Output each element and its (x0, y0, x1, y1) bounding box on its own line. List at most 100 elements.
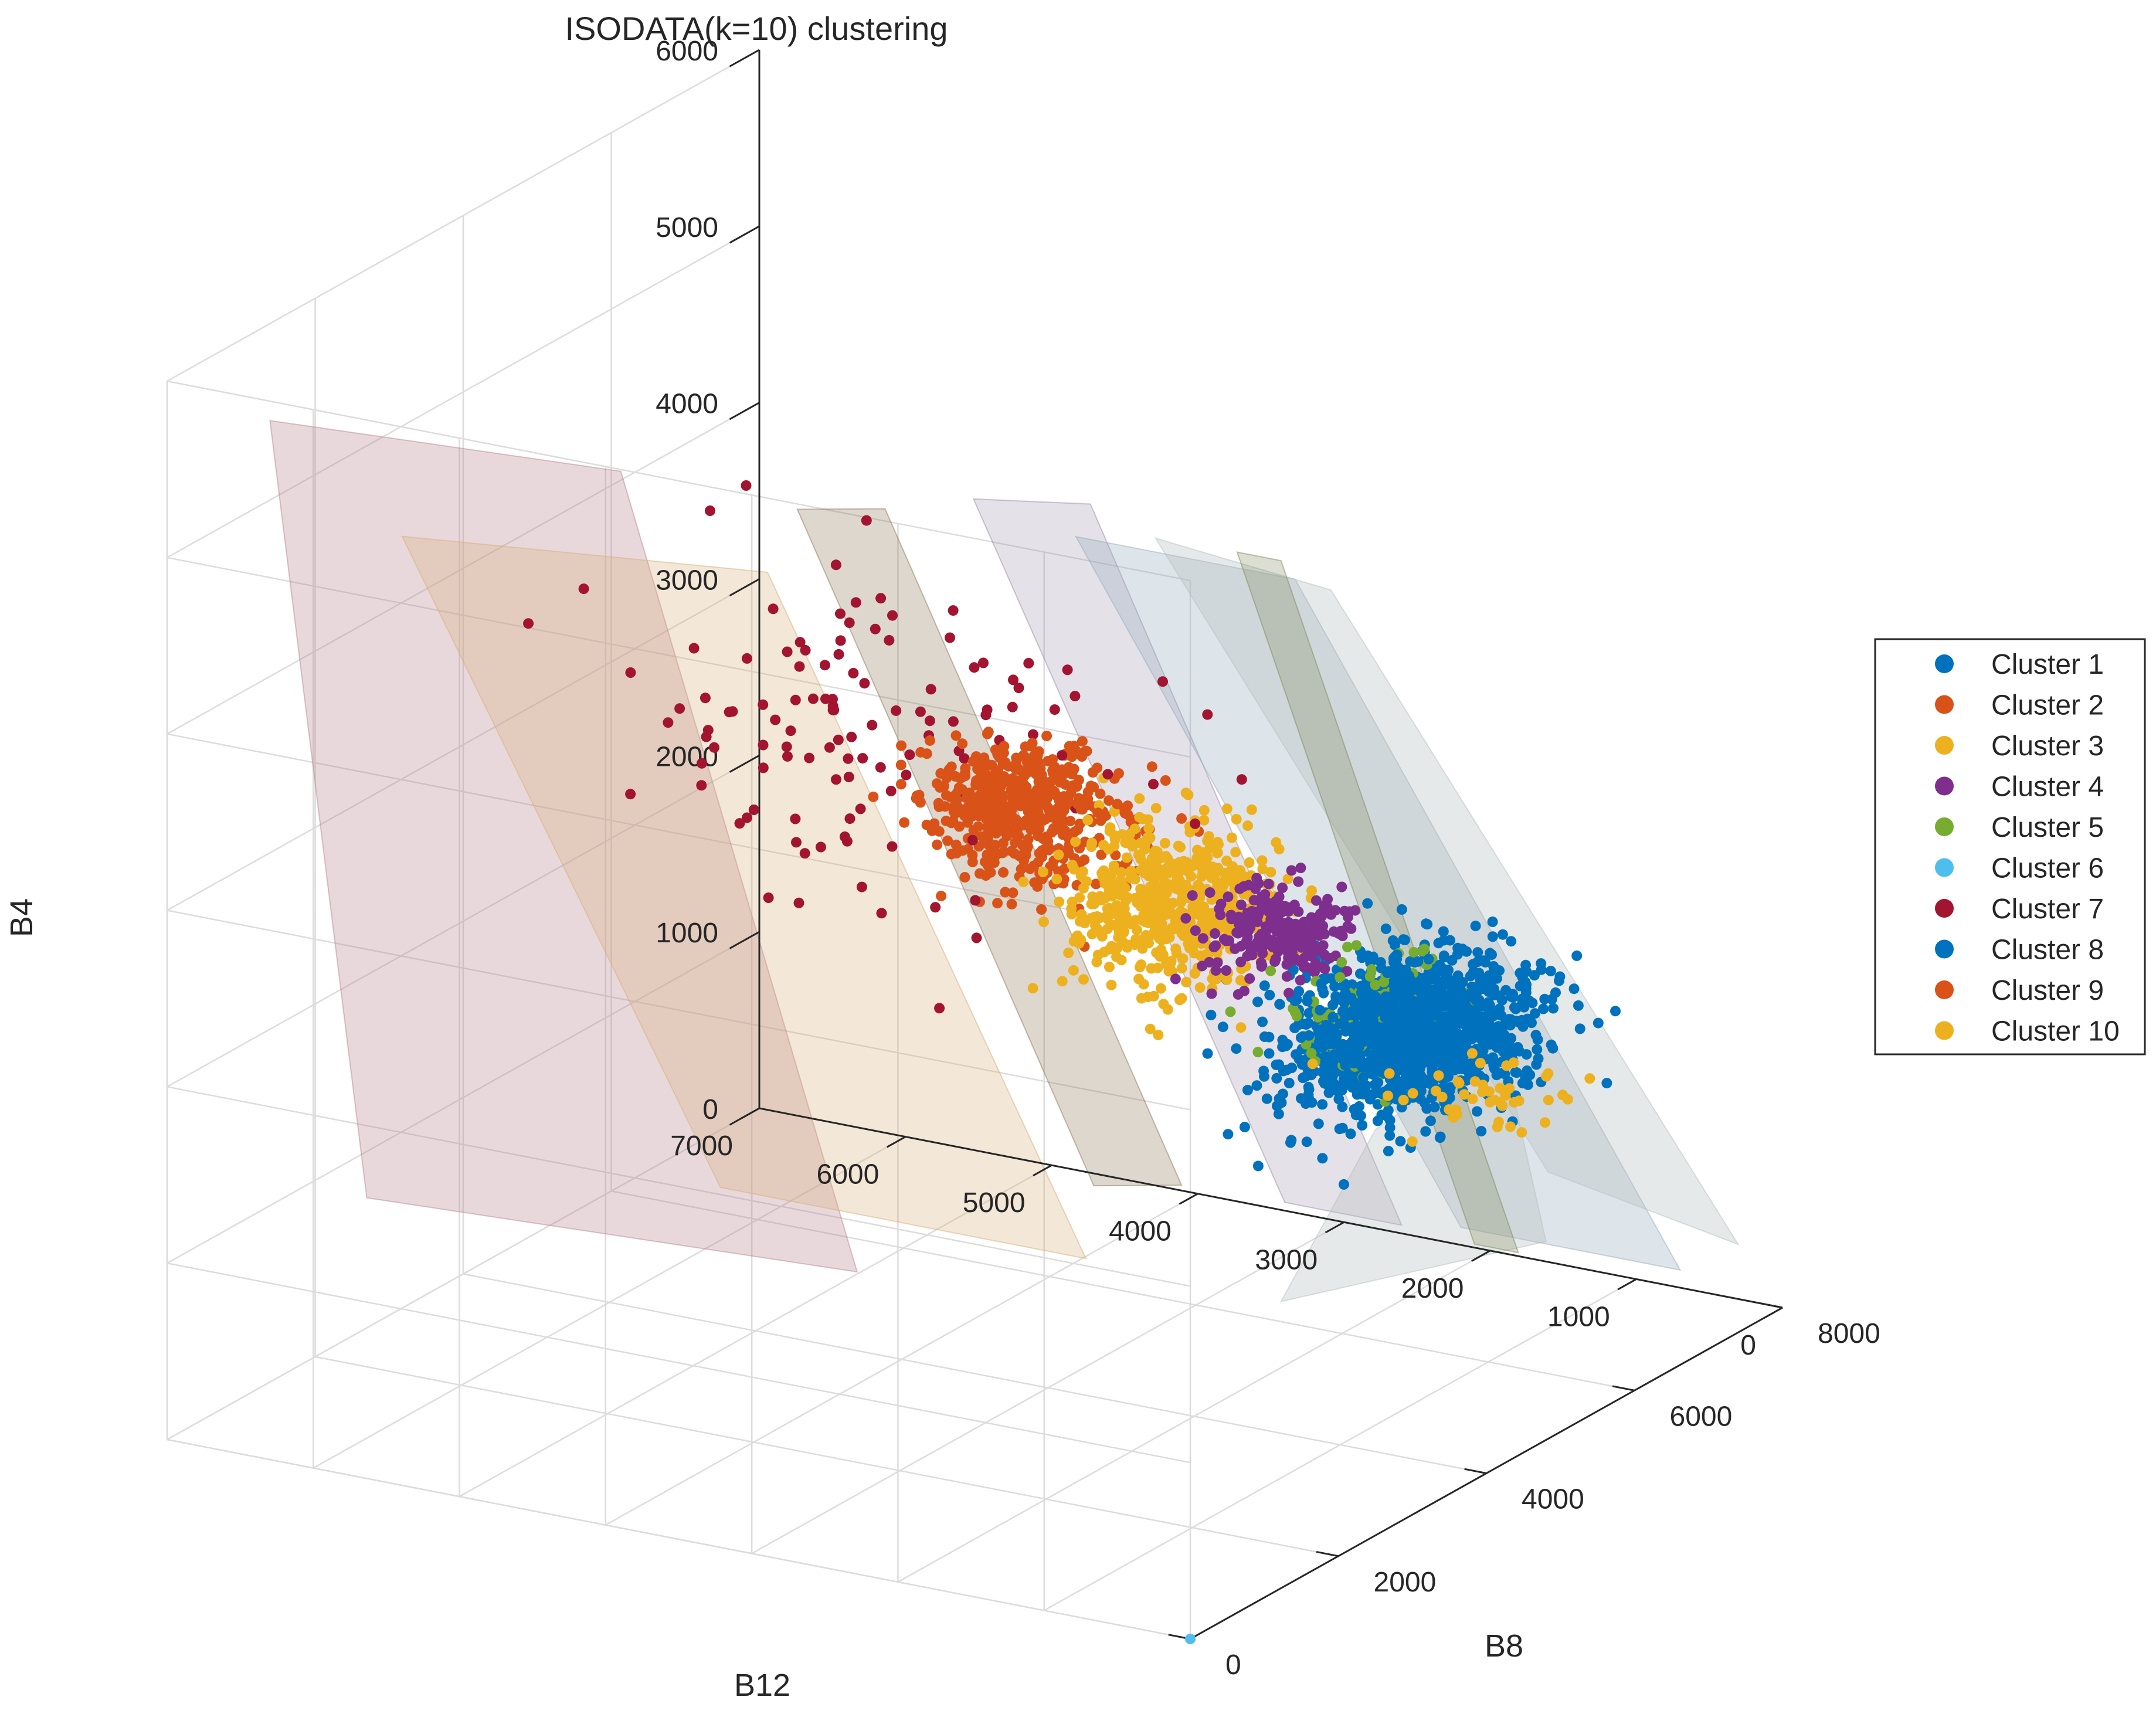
data-point (1289, 1007, 1301, 1018)
data-point (1134, 962, 1145, 973)
data-point (1265, 965, 1276, 976)
data-point (1231, 814, 1242, 824)
data-point (1064, 741, 1075, 752)
data-point (1309, 966, 1320, 978)
data-point (1115, 885, 1126, 896)
data-point (1060, 779, 1071, 790)
data-point (819, 660, 830, 671)
data-point (1452, 949, 1463, 960)
data-point (1568, 983, 1580, 995)
data-point (1381, 999, 1392, 1010)
data-point (1259, 980, 1270, 991)
data-point (1038, 917, 1049, 928)
data-point (1466, 1048, 1478, 1059)
grid-line (167, 733, 1191, 934)
data-point (1358, 1072, 1369, 1083)
data-point (1322, 894, 1333, 905)
data-point (1235, 975, 1246, 986)
data-point (1420, 1074, 1431, 1085)
data-point (1344, 906, 1355, 917)
data-point (1601, 1078, 1612, 1089)
data-point (1329, 1049, 1340, 1060)
data-point (1078, 883, 1089, 894)
data-point (785, 725, 796, 736)
data-point (981, 814, 992, 824)
data-point (1494, 965, 1505, 976)
data-point (824, 742, 835, 753)
data-point (1407, 1136, 1418, 1147)
data-point (1272, 909, 1284, 921)
data-point (946, 761, 957, 772)
data-point (1328, 1038, 1339, 1050)
data-point (1251, 1080, 1262, 1091)
data-point (1470, 921, 1481, 931)
data-point (945, 632, 955, 643)
grid-line (167, 1262, 1191, 1464)
data-point (1271, 938, 1282, 949)
data-point (1155, 945, 1166, 956)
data-point (1074, 916, 1085, 927)
data-point (1104, 962, 1115, 972)
data-point (915, 746, 926, 758)
data-point (1336, 881, 1347, 892)
data-point (790, 694, 801, 705)
data-point (1180, 856, 1191, 867)
data-point (1508, 1057, 1519, 1068)
data-point (1170, 943, 1181, 954)
data-point (696, 780, 707, 791)
data-point (1092, 949, 1104, 960)
data-point (1310, 895, 1322, 906)
data-point (1316, 978, 1327, 989)
data-point (1225, 865, 1236, 876)
data-point (1388, 1058, 1400, 1070)
data-point (1396, 992, 1407, 1003)
data-point (1285, 921, 1296, 932)
data-point (1530, 1008, 1540, 1019)
data-point (1020, 846, 1031, 857)
data-point (1055, 792, 1067, 803)
data-point (870, 623, 881, 634)
data-point (1235, 900, 1247, 911)
data-point (1047, 812, 1058, 823)
grid-line (315, 1356, 1339, 1557)
data-point (1506, 1033, 1517, 1044)
data-point (1051, 874, 1062, 885)
data-point (1406, 1038, 1417, 1049)
grid-line (167, 755, 760, 1088)
data-point (1231, 1043, 1242, 1054)
data-point (1436, 1059, 1447, 1070)
data-point (950, 771, 961, 782)
data-point (1264, 1048, 1275, 1059)
data-point (1384, 1068, 1395, 1079)
data-point (931, 778, 942, 789)
data-point (1472, 1106, 1482, 1117)
data-point (1198, 814, 1210, 826)
data-point (1210, 965, 1221, 976)
data-point (1384, 1130, 1396, 1141)
data-point (959, 753, 970, 764)
data-point (1432, 1006, 1444, 1017)
data-point (933, 797, 944, 809)
grid-line (167, 931, 760, 1264)
data-point (1207, 973, 1218, 985)
data-point (1429, 1102, 1440, 1112)
data-point (891, 705, 902, 716)
data-point (1034, 823, 1045, 834)
legend-marker (1935, 899, 1954, 918)
data-point (1146, 861, 1157, 872)
legend-label: Cluster 7 (1991, 894, 2104, 925)
data-point (1236, 774, 1247, 785)
data-point (1255, 958, 1267, 968)
data-point (688, 643, 700, 654)
legend-label: Cluster 5 (1991, 812, 2104, 843)
data-point (1204, 887, 1215, 898)
data-point (1398, 934, 1409, 945)
data-point (1408, 947, 1420, 958)
data-point (1223, 1129, 1234, 1140)
data-point (1449, 1019, 1461, 1030)
data-point (1256, 898, 1267, 909)
data-point (1013, 823, 1024, 834)
data-point (1327, 999, 1338, 1010)
data-point (867, 719, 878, 731)
